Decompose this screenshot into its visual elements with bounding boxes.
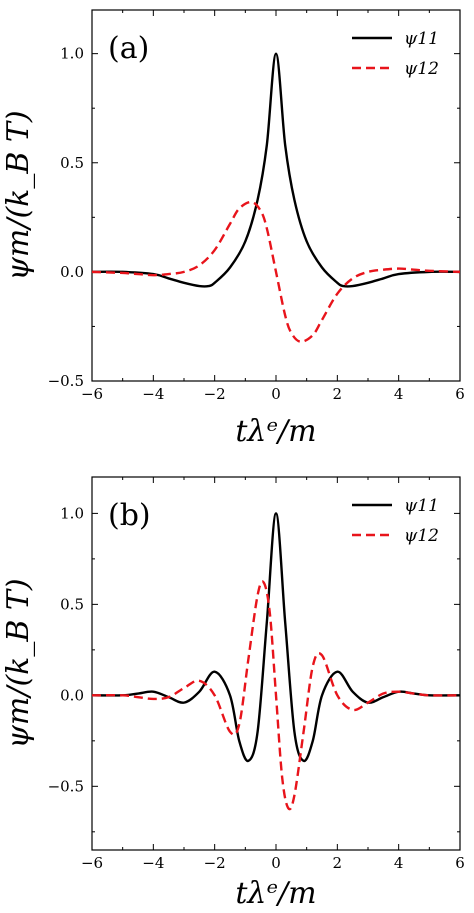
chart-panel-1: −6 −4 −2 0 2 4 6 −0.5 0.0 0.5 1.0 (a) ψ11 ψ12 tλᵉ/m ψm/…: [1, 9, 465, 449]
series-line-psi11: [92, 52, 460, 288]
y-tick-label: 0.5: [60, 595, 84, 613]
series-line-psi11: [92, 512, 460, 763]
x-tick-label: −6: [81, 385, 103, 403]
y-tick-label: −0.5: [48, 372, 84, 390]
panel-label: (b): [108, 498, 151, 533]
x-tick-label: 4: [394, 385, 404, 403]
chart-panel-2: −6 −4 −2 0 2 4 6 −0.5 0.0 0.5 1.0 (b) ψ11 ψ12 tλᵉ/m ψm/…: [1, 476, 465, 911]
x-tick-label: −4: [142, 854, 164, 872]
x-tick-label: 2: [333, 854, 343, 872]
x-tick-label: 2: [333, 385, 343, 403]
panel-label: (a): [108, 31, 149, 66]
x-tick-label: 0: [271, 854, 281, 872]
series-line-psi12: [92, 580, 460, 811]
y-tick-label: −0.5: [48, 777, 84, 795]
x-tick-label: −2: [204, 385, 226, 403]
x-tick-label: 0: [271, 385, 281, 403]
x-tick-label: −6: [81, 854, 103, 872]
x-tick-label: 6: [455, 854, 465, 872]
x-tick-label: 6: [455, 385, 465, 403]
y-axis-label: ψm/(k_B T): [1, 110, 36, 280]
y-axis-label: ψm/(k_B T): [1, 578, 36, 748]
legend-label: ψ12: [404, 526, 439, 546]
y-tick-label: 0.5: [60, 154, 84, 172]
x-tick-label: −2: [204, 854, 226, 872]
x-axis-label: tλᵉ/m: [235, 414, 316, 449]
y-tick-label: 1.0: [60, 504, 84, 522]
y-tick-label: 1.0: [60, 45, 84, 63]
x-tick-label: −4: [142, 385, 164, 403]
legend-label: ψ11: [404, 29, 439, 49]
x-tick-label: 4: [394, 854, 404, 872]
y-tick-label: 0.0: [60, 263, 84, 281]
y-tick-label: 0.0: [60, 686, 84, 704]
series-line-psi12: [92, 200, 460, 343]
legend-label: ψ12: [404, 59, 439, 79]
x-axis-label: tλᵉ/m: [235, 876, 316, 911]
legend-label: ψ11: [404, 496, 439, 516]
